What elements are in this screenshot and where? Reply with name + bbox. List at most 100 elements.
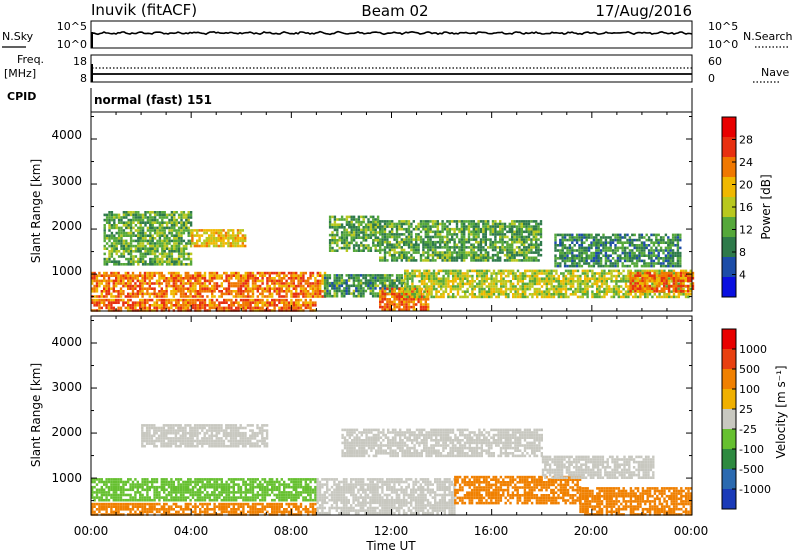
power-cell — [254, 287, 257, 290]
power-cell — [472, 220, 475, 223]
power-cell — [239, 304, 243, 307]
power-cell — [268, 274, 271, 277]
power-cell — [537, 259, 540, 262]
power-cell — [494, 235, 497, 239]
power-cell — [525, 238, 528, 241]
power-cell — [668, 277, 671, 280]
power-cell — [184, 287, 187, 290]
power-cell — [352, 239, 356, 242]
power-cell — [98, 304, 101, 307]
power-cell — [129, 263, 133, 266]
power-cell — [316, 287, 319, 290]
power-cell — [620, 277, 623, 280]
power-cell — [266, 287, 269, 290]
power-cell — [629, 293, 632, 296]
power-cell — [173, 226, 176, 230]
power-cell — [520, 253, 523, 257]
power-cell — [211, 287, 214, 290]
power-cell — [595, 244, 598, 247]
power-cell — [122, 211, 126, 214]
power-cell — [95, 279, 99, 283]
power-cell — [268, 290, 271, 293]
power-cell — [225, 287, 228, 290]
power-cell — [475, 240, 478, 244]
power-cell — [132, 244, 135, 248]
power-cell — [222, 239, 225, 243]
power-cell — [643, 277, 647, 280]
power-cell — [621, 241, 624, 244]
power-cell — [383, 238, 387, 241]
power-cell — [442, 282, 445, 286]
power-cell — [364, 274, 368, 277]
power-cell — [371, 279, 375, 282]
power-cell — [170, 221, 174, 224]
power-cell — [548, 277, 551, 280]
power-cell — [173, 229, 176, 232]
power-cell — [491, 222, 495, 226]
power-cell — [406, 277, 409, 280]
power-cell — [410, 243, 413, 247]
power-cell — [532, 220, 535, 223]
power-cell — [645, 244, 648, 247]
power-cell — [432, 285, 436, 288]
power-cell — [393, 256, 396, 260]
power-cell — [295, 284, 298, 288]
power-cell — [249, 295, 252, 298]
power-cell — [117, 301, 120, 304]
power-cell — [645, 238, 648, 242]
power-cell — [357, 276, 360, 280]
power-cell — [424, 305, 427, 309]
power-cell — [151, 218, 154, 222]
power-cell — [268, 271, 271, 275]
power-cell — [427, 303, 430, 306]
power-cell — [124, 271, 127, 275]
power-cell — [117, 263, 121, 266]
power-cell — [422, 227, 425, 231]
nsearch-tick-top: 10^5 — [708, 20, 738, 33]
power-cell — [139, 260, 142, 263]
power-cell — [187, 277, 190, 280]
power-cell — [244, 277, 247, 280]
power-cell — [607, 246, 610, 250]
power-cell — [227, 242, 230, 245]
power-cell — [307, 306, 310, 310]
power-cell — [304, 271, 307, 275]
power-cell — [199, 287, 202, 290]
power-cell — [658, 290, 661, 293]
power-cell — [139, 255, 142, 258]
power-cell — [217, 231, 220, 235]
power-cell — [287, 306, 291, 310]
power-cell — [439, 222, 442, 226]
power-cell — [153, 290, 156, 293]
power-cell — [381, 243, 384, 247]
power-cell — [485, 290, 488, 293]
power-cell — [295, 306, 298, 310]
power-cell — [227, 274, 231, 277]
power-cell — [340, 223, 344, 226]
power-cell — [499, 227, 502, 231]
power-cell — [386, 240, 389, 244]
power-cell — [451, 253, 454, 257]
power-cell — [203, 231, 206, 235]
power-cell — [314, 295, 317, 298]
power-cell — [490, 287, 493, 291]
power-cell — [479, 220, 483, 223]
power-cell — [218, 277, 221, 280]
power-cell — [550, 280, 553, 283]
power-cell — [526, 269, 529, 273]
power-cell — [461, 272, 464, 275]
power-cell — [125, 250, 128, 253]
power-cell — [619, 236, 622, 239]
power-cell — [597, 262, 600, 265]
power-cell — [141, 239, 145, 243]
power-cell — [497, 287, 500, 291]
power-cell — [436, 220, 439, 223]
power-cell — [684, 284, 687, 288]
power-cell — [141, 231, 145, 235]
power-cell — [537, 222, 540, 226]
power-cell — [144, 263, 147, 266]
power-cell — [552, 295, 556, 299]
power-cell — [144, 237, 147, 240]
power-cell — [261, 287, 264, 290]
power-cell — [525, 259, 528, 262]
